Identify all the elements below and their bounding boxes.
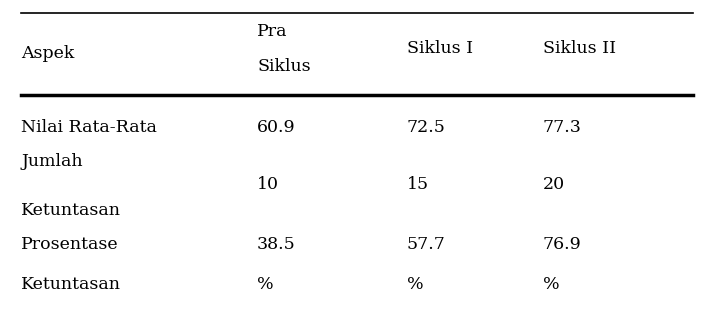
Text: Aspek: Aspek bbox=[21, 45, 75, 62]
Text: 76.9: 76.9 bbox=[543, 236, 581, 253]
Text: 72.5: 72.5 bbox=[407, 119, 446, 137]
Text: %: % bbox=[257, 276, 273, 293]
Text: Siklus II: Siklus II bbox=[543, 40, 615, 58]
Text: Prosentase: Prosentase bbox=[21, 236, 119, 253]
Text: Pra: Pra bbox=[257, 23, 288, 40]
Text: Jumlah: Jumlah bbox=[21, 153, 83, 170]
Text: 38.5: 38.5 bbox=[257, 236, 296, 253]
Text: 60.9: 60.9 bbox=[257, 119, 296, 137]
Text: 77.3: 77.3 bbox=[543, 119, 581, 137]
Text: 20: 20 bbox=[543, 176, 565, 193]
Text: Ketuntasan: Ketuntasan bbox=[21, 276, 121, 293]
Text: %: % bbox=[407, 276, 423, 293]
Text: %: % bbox=[543, 276, 559, 293]
Text: Nilai Rata-Rata: Nilai Rata-Rata bbox=[21, 119, 157, 137]
Text: 15: 15 bbox=[407, 176, 429, 193]
Text: 57.7: 57.7 bbox=[407, 236, 446, 253]
Text: Ketuntasan: Ketuntasan bbox=[21, 202, 121, 219]
Text: Siklus I: Siklus I bbox=[407, 40, 473, 58]
Text: Siklus: Siklus bbox=[257, 58, 311, 75]
Text: 10: 10 bbox=[257, 176, 279, 193]
